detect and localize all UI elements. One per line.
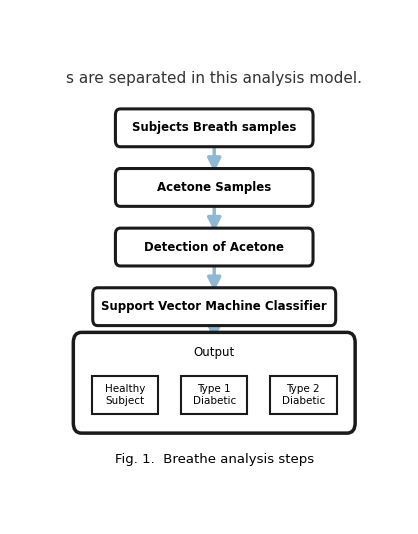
Text: Healthy
Subject: Healthy Subject [105,384,145,406]
FancyBboxPatch shape [181,376,247,414]
Text: Fig. 1.  Breathe analysis steps: Fig. 1. Breathe analysis steps [115,453,314,466]
FancyBboxPatch shape [115,228,313,266]
FancyBboxPatch shape [73,332,355,433]
Text: Acetone Samples: Acetone Samples [157,181,271,194]
FancyBboxPatch shape [115,169,313,206]
Text: s are separated in this analysis model.: s are separated in this analysis model. [66,71,362,86]
Text: Support Vector Machine Classifier: Support Vector Machine Classifier [101,300,327,313]
FancyBboxPatch shape [270,376,336,414]
Text: Output: Output [194,346,235,359]
Text: Type 1
Diabetic: Type 1 Diabetic [193,384,236,406]
Text: Type 2
Diabetic: Type 2 Diabetic [282,384,325,406]
FancyBboxPatch shape [92,376,158,414]
FancyBboxPatch shape [93,288,336,326]
FancyBboxPatch shape [115,109,313,147]
Text: Subjects Breath samples: Subjects Breath samples [132,121,296,135]
Text: Detection of Acetone: Detection of Acetone [144,240,284,254]
